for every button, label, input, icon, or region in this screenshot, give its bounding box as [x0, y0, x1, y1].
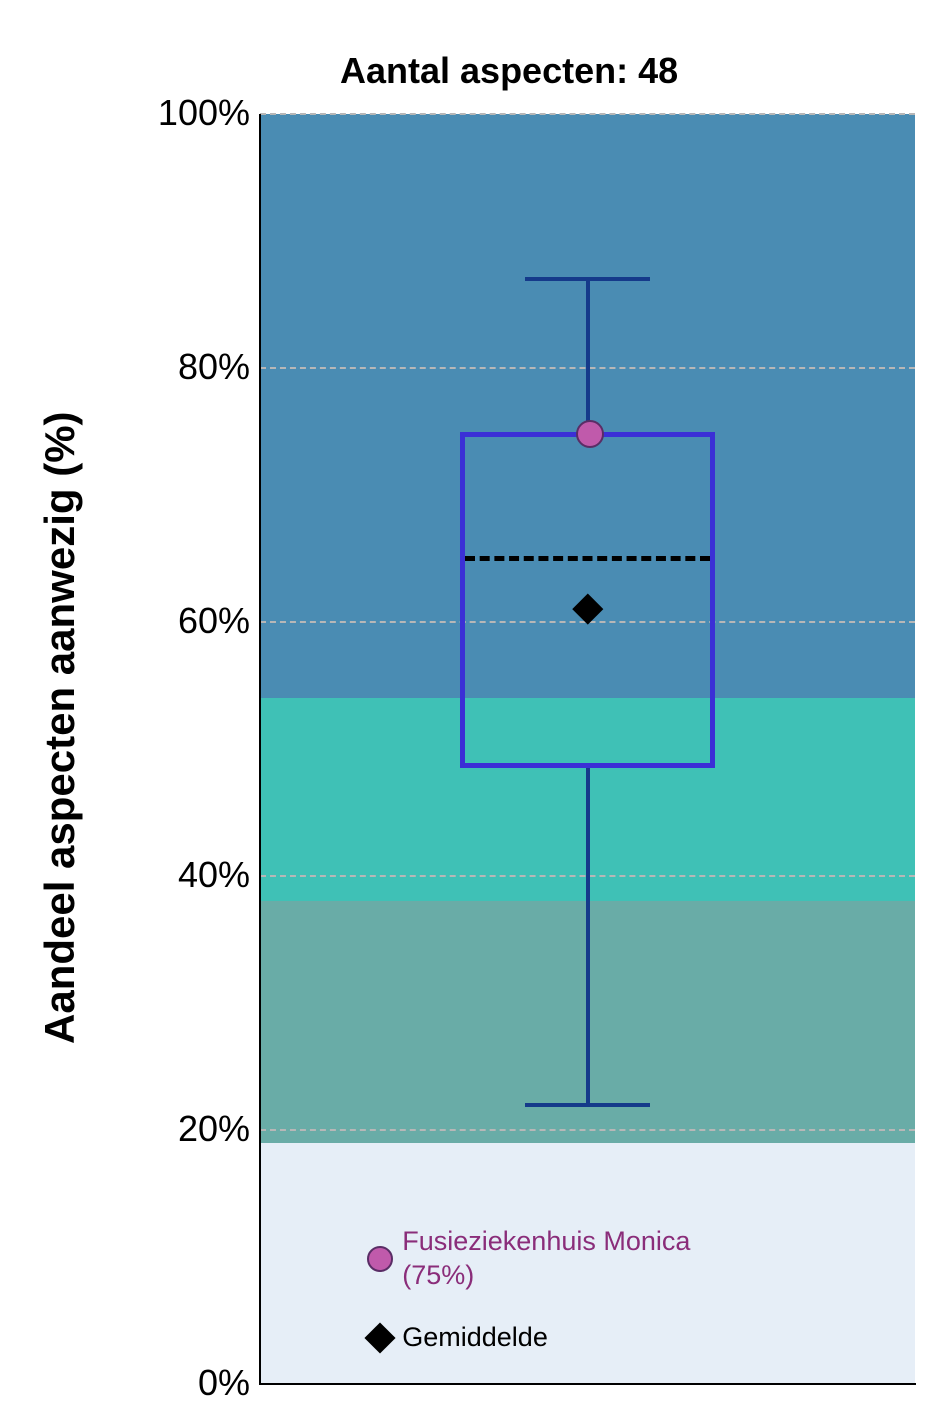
- highlight-point: [576, 420, 604, 448]
- y-tick-40: 40%: [120, 854, 250, 896]
- whisker-upper-cap: [525, 277, 649, 281]
- mean-marker: [573, 594, 603, 624]
- legend-item-1: Gemiddelde: [358, 1321, 690, 1355]
- legend-item-0: Fusieziekenhuis Monica(75%): [358, 1225, 690, 1293]
- x-axis-line: [259, 1383, 916, 1385]
- y-axis-line: [259, 114, 261, 1384]
- y-axis-title: Aandeel aspecten aanwezig (%): [36, 444, 84, 1044]
- gridline-100: [260, 113, 915, 115]
- y-tick-100: 100%: [120, 92, 250, 134]
- legend-label-0: Fusieziekenhuis Monica(75%): [402, 1225, 690, 1293]
- chart-container: Aantal aspecten: 48 Aandeel aspecten aan…: [0, 0, 945, 1417]
- plot-area: Fusieziekenhuis Monica(75%) Gemiddelde: [260, 114, 915, 1384]
- gridline-20: [260, 1129, 915, 1131]
- whisker-upper-stem: [586, 279, 590, 431]
- legend-label-1: Gemiddelde: [402, 1321, 548, 1355]
- chart-title: Aantal aspecten: 48: [340, 50, 678, 92]
- legend-diamond-icon: [358, 1327, 402, 1349]
- y-tick-80: 80%: [120, 346, 250, 388]
- legend: Fusieziekenhuis Monica(75%) Gemiddelde: [358, 1225, 690, 1382]
- y-tick-0: 0%: [120, 1362, 250, 1404]
- legend-circle-icon: [358, 1246, 402, 1272]
- whisker-lower-cap: [525, 1103, 649, 1107]
- median-line: [465, 556, 710, 561]
- y-tick-20: 20%: [120, 1108, 250, 1150]
- whisker-lower-stem: [586, 768, 590, 1105]
- y-tick-60: 60%: [120, 600, 250, 642]
